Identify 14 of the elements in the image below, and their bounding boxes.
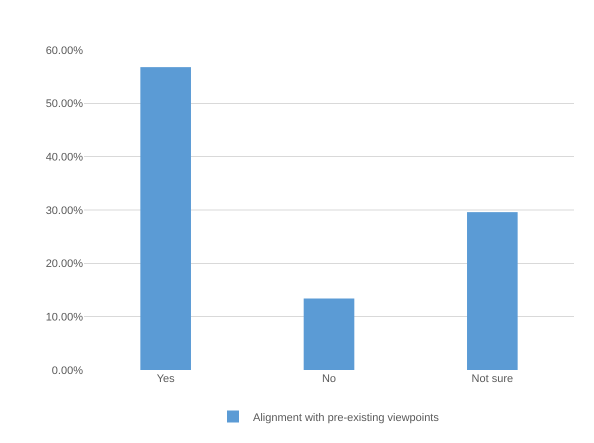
y-tick-label: 0.00% xyxy=(52,364,84,377)
bar xyxy=(140,67,191,370)
x-tick-label: Yes xyxy=(156,373,176,385)
y-tick-label: 20.00% xyxy=(46,258,84,270)
y-tick-label: 10.00% xyxy=(46,312,84,324)
y-tick-label: 30.00% xyxy=(46,204,84,217)
y-tick-label: 40.00% xyxy=(46,152,84,164)
bar xyxy=(304,298,354,370)
y-tick-label: 60.00% xyxy=(46,44,84,57)
legend-label: Alignment with pre-existing viewpoints xyxy=(253,412,440,424)
x-tick-label: Not sure xyxy=(472,373,514,385)
x-tick-label: No xyxy=(322,373,336,385)
bar xyxy=(467,212,518,370)
y-tick-label: 50.00% xyxy=(46,98,84,110)
